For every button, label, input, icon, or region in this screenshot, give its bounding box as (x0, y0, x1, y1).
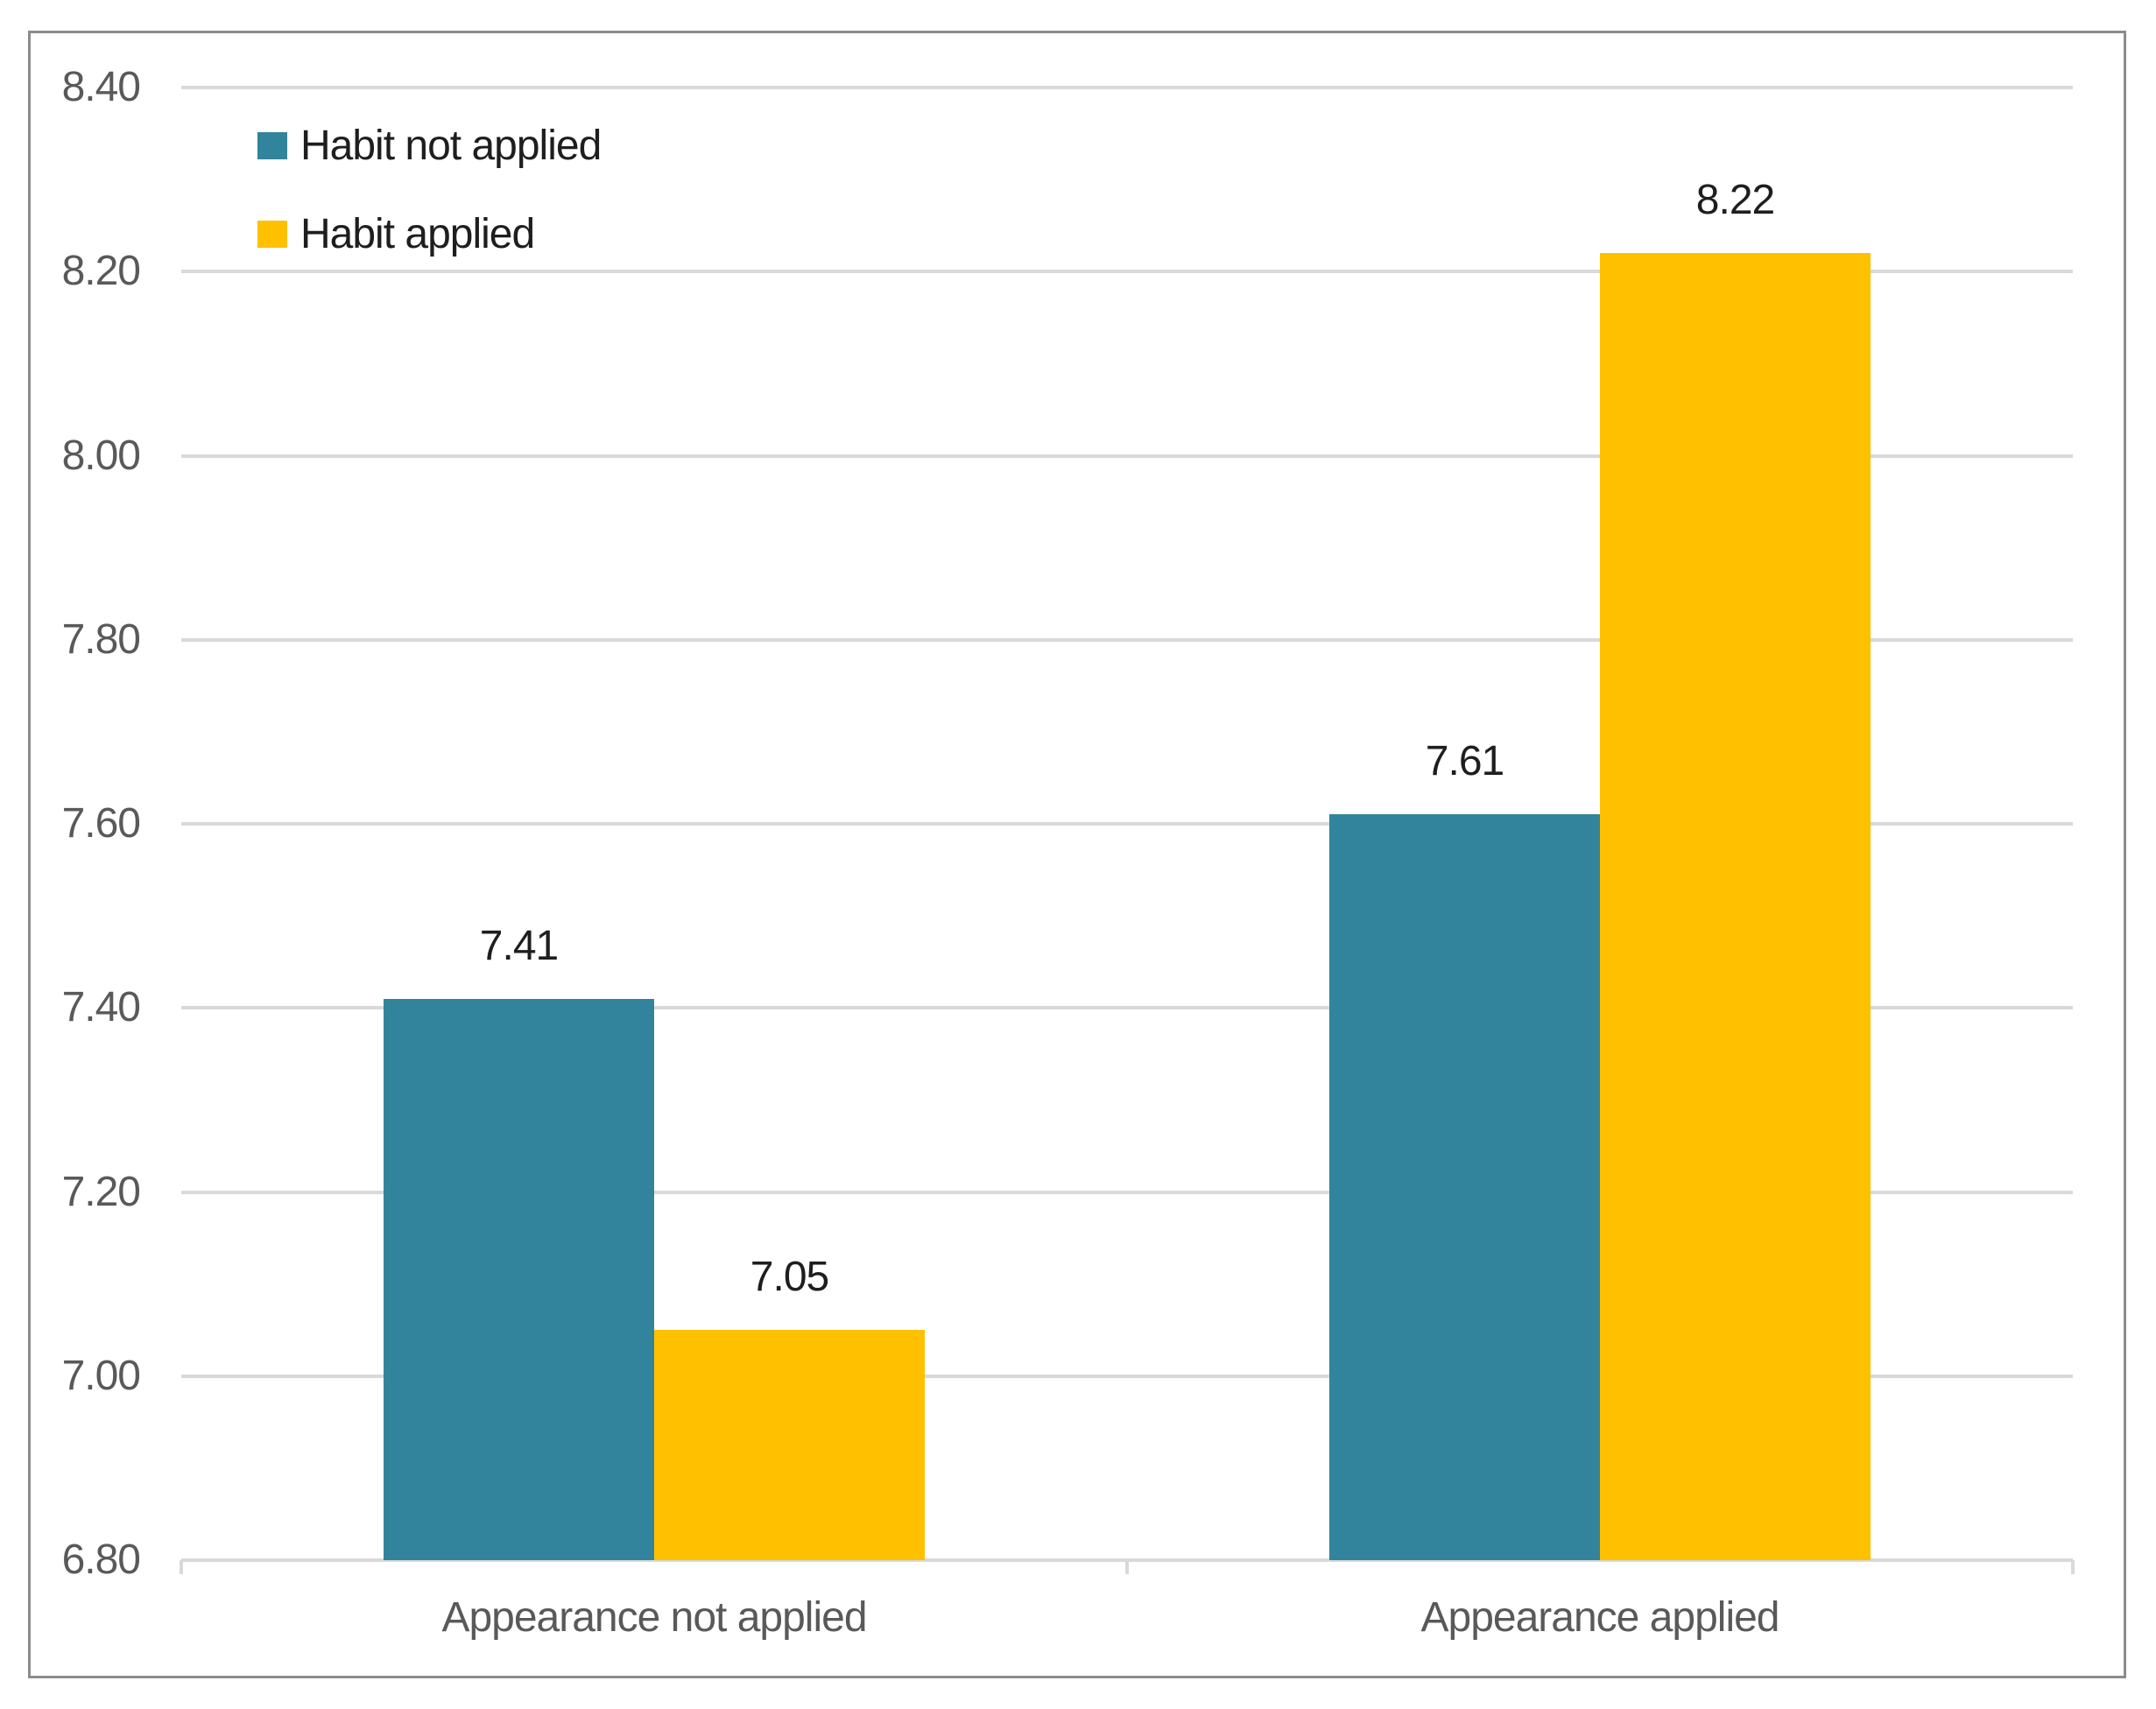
gridline (181, 1006, 2073, 1010)
bar-habit-not-applied (1329, 814, 1600, 1560)
y-axis-tick-label: 6.80 (61, 1537, 141, 1583)
y-axis-tick-label: 7.60 (61, 800, 141, 847)
x-axis-tick-mark (2071, 1560, 2075, 1574)
y-axis-tick-label: 8.00 (61, 432, 141, 479)
x-axis-tick-mark (1125, 1560, 1129, 1574)
y-axis-tick-label: 7.00 (61, 1352, 141, 1399)
gridline (181, 270, 2073, 274)
value-label-habit-not-applied: 7.41 (479, 922, 559, 969)
y-axis-tick-label: 8.40 (61, 64, 141, 110)
value-label-habit-not-applied: 7.61 (1425, 738, 1504, 785)
gridline (181, 822, 2073, 826)
value-label-habit-applied: 8.22 (1695, 177, 1775, 224)
gridline (181, 1374, 2073, 1378)
value-label-habit-applied: 7.05 (750, 1254, 829, 1301)
y-axis-tick-label: 7.80 (61, 615, 141, 663)
plot-area (181, 86, 2073, 1562)
bar-habit-applied (1600, 253, 1871, 1560)
chart-frame-border (28, 31, 2126, 1678)
bar-habit-applied (654, 1330, 925, 1560)
bar-habit-not-applied (384, 998, 654, 1560)
y-axis-tick-label: 8.20 (61, 248, 141, 295)
y-axis-tick-label: 7.40 (61, 984, 141, 1031)
gridline (181, 637, 2073, 642)
x-axis-category-label: Appearance not applied (441, 1594, 867, 1641)
x-axis-tick-mark (180, 1560, 183, 1574)
gridline (181, 86, 2073, 89)
x-axis-category-label: Appearance applied (1420, 1594, 1779, 1641)
y-axis-tick-label: 7.20 (61, 1168, 141, 1215)
gridline (181, 454, 2073, 458)
gridline (181, 1190, 2073, 1194)
